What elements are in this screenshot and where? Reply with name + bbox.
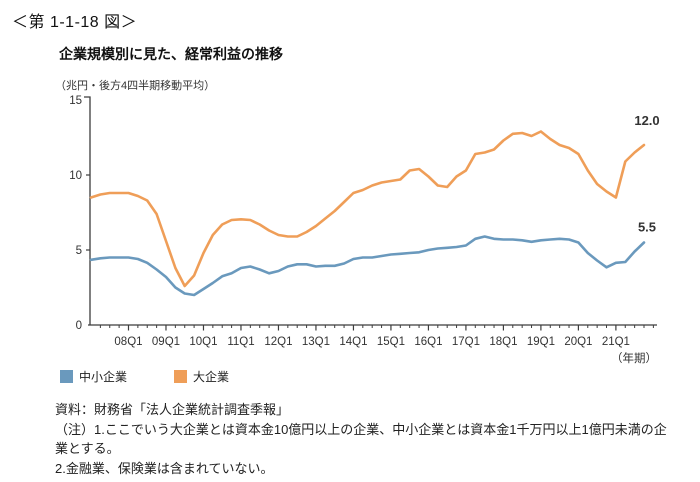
x-tick-label: 12Q1	[264, 336, 292, 348]
note-line: 業とする。	[55, 441, 120, 456]
y-tick-label: 0	[76, 320, 82, 332]
line-large-enterprises	[89, 130, 646, 288]
axes	[84, 96, 657, 326]
figure-label: ＜第 1-1-18 図＞	[12, 14, 138, 31]
x-tick-label: 08Q1	[114, 336, 142, 348]
note-line: 資料：財務省「法人企業統計調査季報」	[55, 402, 290, 417]
chart-title: 企業規模別に見た、経常利益の推移	[59, 46, 283, 62]
legend-swatch-large-enterprises	[174, 370, 188, 383]
legend: 中小企業 大企業	[60, 368, 229, 385]
line-smes	[89, 235, 646, 297]
x-tick-label: 13Q1	[302, 336, 330, 348]
note-line: （注）1.ここでいう大企業とは資本金10億円以上の企業、中小企業とは資本金1千万…	[55, 421, 667, 437]
x-tick-label: 09Q1	[152, 336, 180, 348]
x-tick-label: 17Q1	[452, 336, 480, 348]
legend-label-smes: 中小企業	[79, 370, 128, 384]
x-tick-label: 16Q1	[414, 336, 442, 348]
legend-item-large-enterprises: 大企業	[174, 368, 229, 385]
y-axis-unit-label: （兆円・後方4四半期移動平均）	[55, 80, 216, 92]
x-tick-label: 14Q1	[339, 336, 367, 348]
x-tick-label: 10Q1	[189, 336, 217, 348]
x-tick-label: 20Q1	[564, 336, 592, 348]
x-tick-label: 11Q1	[227, 336, 254, 348]
x-axis-unit-label: （年期）	[611, 351, 657, 365]
end-label-smes: 5.5	[638, 220, 656, 235]
y-tick-label: 5	[76, 245, 82, 257]
x-tick-label: 21Q1	[602, 336, 630, 348]
y-tick-label: 15	[69, 95, 82, 107]
legend-swatch-smes	[60, 370, 73, 383]
end-label-large-enterprises: 12.0	[634, 113, 659, 128]
notes: 資料：財務省「法人企業統計調査季報」 （注）1.ここでいう大企業とは資本金10億円…	[55, 400, 700, 478]
x-tick-label: 19Q1	[527, 336, 555, 348]
legend-label-large-enterprises: 大企業	[193, 370, 230, 384]
legend-item-smes: 中小企業	[60, 368, 127, 385]
y-tick-label: 10	[69, 170, 82, 182]
note-line: 2.金融業、保険業は含まれていない。	[55, 460, 274, 476]
x-tick-label: 15Q1	[377, 336, 405, 348]
x-tick-label: 18Q1	[489, 336, 517, 348]
